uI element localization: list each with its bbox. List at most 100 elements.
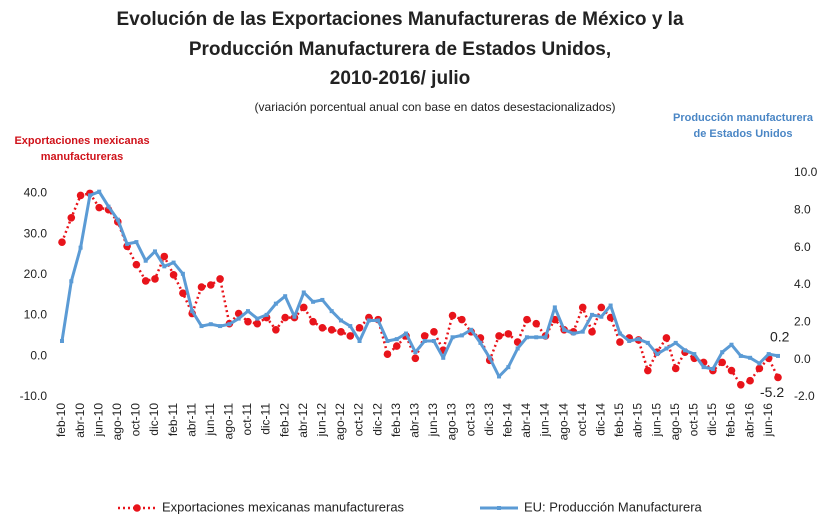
- point: [309, 317, 317, 326]
- point: [504, 330, 513, 338]
- point: [710, 367, 715, 371]
- point: [431, 339, 436, 343]
- point: [645, 340, 650, 345]
- x-tick-label: abr-16: [742, 403, 756, 438]
- x-tick-label: dic-13: [482, 403, 496, 436]
- point: [404, 331, 409, 336]
- point: [206, 281, 215, 289]
- x-tick-label: dic-15: [705, 403, 719, 436]
- point: [774, 373, 782, 382]
- point: [115, 217, 120, 222]
- point: [337, 328, 345, 336]
- point: [95, 203, 103, 212]
- point: [60, 339, 64, 343]
- point: [608, 303, 613, 308]
- y-tick-label: 0.0: [30, 348, 47, 362]
- point: [338, 318, 343, 323]
- point: [216, 275, 224, 283]
- point: [152, 249, 157, 254]
- y2-tick-label: -2.0: [794, 389, 815, 403]
- point: [383, 350, 392, 359]
- point: [141, 277, 150, 285]
- x-tick-label: jun-15: [649, 403, 663, 438]
- point: [227, 322, 232, 327]
- point: [348, 324, 353, 329]
- point: [143, 258, 148, 263]
- x-tick-label: oct-15: [686, 403, 700, 437]
- point: [320, 297, 325, 302]
- x-tick-label: oct-10: [129, 403, 143, 437]
- y-tick-label: 40.0: [24, 186, 48, 200]
- point: [532, 319, 541, 328]
- point: [757, 361, 762, 366]
- point: [97, 189, 102, 194]
- point: [76, 191, 85, 200]
- point: [478, 340, 483, 345]
- point: [458, 315, 466, 324]
- x-tick-label: ago-10: [110, 403, 124, 441]
- y-tick-label: -10.0: [20, 389, 48, 403]
- point: [299, 303, 308, 312]
- x-tick-label: jun-13: [426, 403, 440, 438]
- point: [67, 214, 76, 222]
- point: [459, 333, 464, 338]
- point: [578, 303, 587, 312]
- point: [376, 318, 381, 323]
- point: [366, 318, 371, 323]
- point: [87, 193, 92, 198]
- point: [311, 299, 316, 304]
- x-tick-label: ago-14: [556, 403, 570, 441]
- point: [245, 309, 250, 314]
- x-tick-label: feb-10: [54, 403, 68, 437]
- y2-axis-label: de Estados Unidos: [693, 128, 792, 140]
- point: [718, 358, 727, 367]
- x-tick-label: feb-14: [501, 403, 515, 437]
- point: [329, 309, 334, 314]
- legend-label: Exportaciones mexicanas manufactureras: [162, 499, 405, 514]
- x-tick-label: oct-12: [352, 403, 366, 437]
- x-tick-label: oct-13: [463, 403, 477, 437]
- point: [448, 311, 457, 320]
- point: [318, 323, 327, 332]
- point: [236, 316, 241, 321]
- point: [430, 328, 438, 336]
- point: [662, 334, 671, 342]
- x-tick-label: jun-14: [538, 403, 552, 438]
- point: [357, 339, 362, 343]
- point: [673, 340, 678, 345]
- point: [746, 376, 754, 385]
- point: [644, 366, 652, 375]
- point: [385, 339, 390, 343]
- x-tick-label: oct-11: [240, 403, 254, 436]
- point: [729, 342, 734, 347]
- data-label: -5.2: [760, 384, 784, 400]
- chart-title: 2010-2016/ julio: [330, 68, 470, 89]
- data-label: 0.2: [770, 329, 790, 345]
- point: [738, 353, 743, 358]
- point: [727, 366, 736, 375]
- point: [190, 309, 195, 314]
- point: [534, 335, 539, 340]
- point: [664, 346, 669, 351]
- point: [171, 260, 176, 265]
- x-tick-label: jun-10: [91, 403, 105, 438]
- point: [766, 352, 771, 357]
- x-tick-label: abr-11: [184, 403, 198, 437]
- point: [179, 289, 187, 297]
- x-tick-label: abr-15: [631, 403, 645, 438]
- x-tick-label: abr-12: [296, 403, 310, 438]
- point: [411, 354, 420, 363]
- point: [497, 374, 502, 379]
- point: [125, 241, 130, 246]
- legend-label: EU: Producción Manufacturera: [524, 499, 703, 514]
- y2-tick-label: 0.0: [794, 352, 811, 366]
- x-tick-label: jun-11: [203, 403, 217, 437]
- point: [671, 364, 680, 373]
- y2-tick-label: 10.0: [794, 165, 818, 179]
- point: [106, 204, 111, 209]
- point: [264, 312, 269, 317]
- x-tick-label: dic-11: [259, 403, 273, 435]
- point: [450, 335, 455, 340]
- chart-subtitle: (variación porcentual anual con base en …: [255, 100, 616, 114]
